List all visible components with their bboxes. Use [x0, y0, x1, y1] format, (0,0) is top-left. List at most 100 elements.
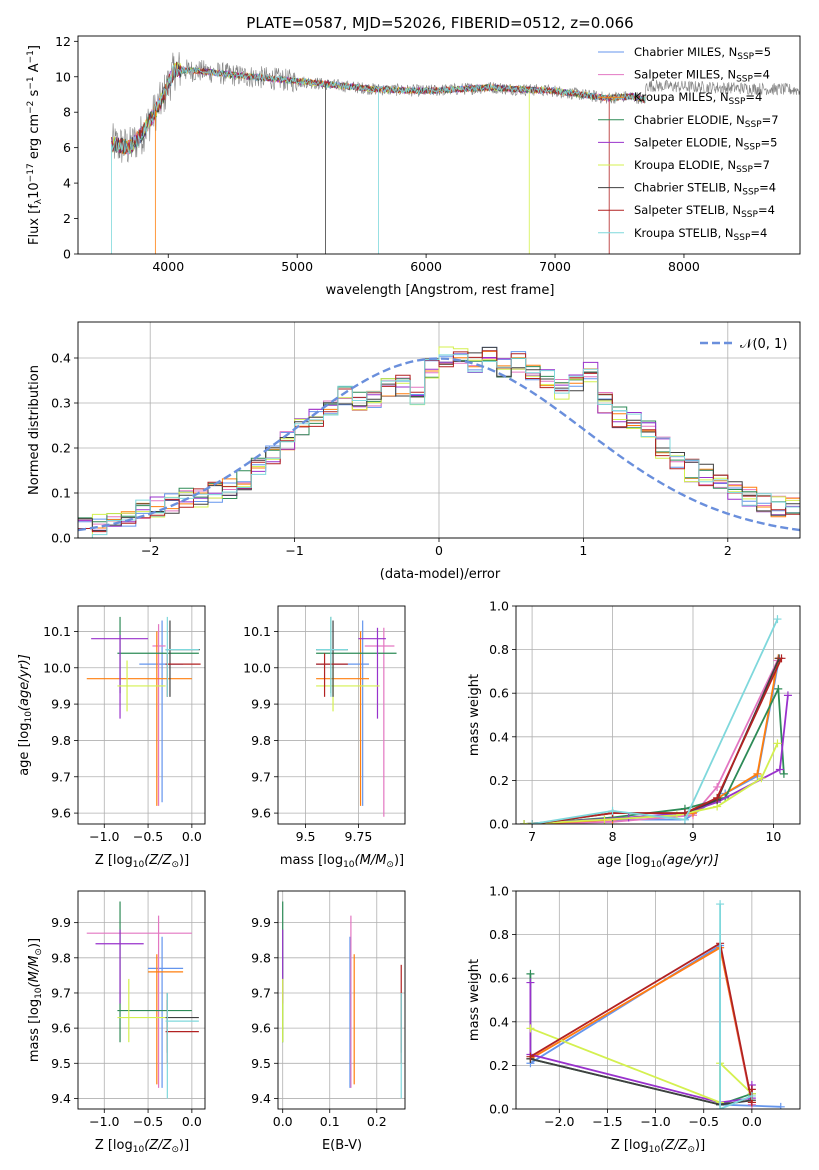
y-axis-label: mass [log10(M/M⊙)] [27, 938, 44, 1062]
y-tick-label: 9.4 [51, 1091, 71, 1106]
y-axis-label-part: −1 [26, 76, 36, 89]
legend-entry-kroupa-stelib-part: =4 [750, 226, 767, 240]
x-axis-label: Z [log10(Z/Z⊙)] [95, 1138, 189, 1155]
x-tick-label: 0.0 [182, 829, 202, 844]
errorbars [86, 901, 199, 1099]
x-axis-label-part: ⊙ [386, 860, 394, 870]
x-tick-label: 0.0 [273, 1114, 293, 1129]
axes-residuals: −2 −1 0 1 2 0.0 0.1 0.2 0.3 0.4 𝒩(0, 1) [51, 321, 801, 558]
errorbar-salpeter-miles [364, 627, 395, 817]
x-tick-label: 1 [579, 543, 587, 558]
y-tick-label: 1.0 [489, 884, 509, 899]
y-axis-label-part: λ [34, 198, 44, 204]
y-tick-label: 0 [63, 247, 71, 262]
y-axis-label: age [log10(age/yr)] [17, 654, 34, 776]
x-axis-label-part: 10 [649, 1145, 661, 1155]
legend-entry-kroupa-miles: Kroupa MILES, NSSP=4 [634, 90, 762, 107]
weight-marker-kroupa-elodie [757, 774, 766, 783]
y-axis-label: mass weight [467, 674, 482, 756]
y-axis-label: Flux [fλ10−17 erg cm−2 s−1 A−1] [26, 45, 44, 245]
legend-entry-salpeter-miles-part: SSP [736, 75, 753, 85]
x-tick-label: 2 [724, 543, 732, 558]
y-tick-label: 4 [63, 176, 71, 191]
legend-entry-chabrier-elodie: Chabrier ELODIE, NSSP=7 [634, 113, 779, 130]
errorbar-salpeter-stelib [316, 653, 348, 697]
y-tick-label: 9.8 [251, 733, 271, 748]
x-tick-label: 9.5 [296, 829, 316, 844]
x-tick-label: 7000 [539, 259, 571, 274]
y-axis-label-part: −2 [26, 101, 36, 114]
y-tick-label: 12 [55, 34, 71, 49]
errorbar-chabrier-miles [139, 620, 184, 803]
y-tick-label: 9.7 [251, 769, 271, 784]
legend-entry-salpeter-elodie-part: Salpeter ELODIE, N [634, 135, 744, 149]
legend-entry-chabrier-miles: Chabrier MILES, NSSP=5 [634, 45, 771, 62]
errorbars [86, 616, 201, 806]
y-axis-label-part: ] [27, 45, 42, 50]
y-axis-label-part: age [log [17, 723, 32, 776]
x-tick-label: −2 [141, 543, 159, 558]
weight-line-salpeter-stelib [529, 941, 753, 1103]
weight-marker-kroupa-stelib [528, 820, 537, 824]
weight-marker-kroupa-stelib [747, 1091, 756, 1100]
y-tick-label: 9.9 [51, 915, 71, 930]
y-tick-label: 9.6 [251, 1021, 271, 1036]
legend-entry-kroupa-elodie-part: =7 [753, 158, 770, 172]
x-tick-label: 0.0 [182, 1114, 202, 1129]
x-tick-label: −1.0 [640, 1114, 670, 1129]
y-tick-label: 9.7 [51, 985, 71, 1000]
errorbar-kroupa-elodie [117, 660, 166, 712]
errorbar-chabrier-stelib [165, 992, 199, 1053]
weight-line-kroupa-miles [529, 946, 753, 1103]
errorbar-kroupa-miles [148, 954, 184, 1085]
x-axis-label: Z [log10(Z/Z⊙)] [95, 853, 189, 870]
y-tick-label: 9.9 [251, 697, 271, 712]
weight-line-kroupa-miles [532, 658, 780, 824]
y-tick-label: 9.9 [51, 697, 71, 712]
y-tick-label: 10 [55, 69, 71, 84]
x-axis-label-part: Z [log [95, 1138, 133, 1153]
weight-marker-kroupa-stelib [716, 900, 725, 909]
x-axis-label-part: (M/M [355, 853, 387, 868]
legend-entry-salpeter-miles-part: =4 [753, 68, 770, 82]
y-tick-label: 0.0 [51, 531, 71, 546]
x-tick-label: −1 [285, 543, 303, 558]
x-tick-label: 4000 [152, 259, 184, 274]
x-axis-label-part: age [log [597, 853, 650, 868]
x-axis-label-part: ⊙ [171, 1145, 179, 1155]
y-tick-label: 0.4 [489, 1014, 509, 1029]
legend-entry-kroupa-stelib-part: SSP [734, 233, 751, 243]
x-tick-label: 9 [689, 829, 697, 844]
x-tick-label: 0 [435, 543, 443, 558]
histogram-kroupa-stelib [78, 354, 800, 538]
y-tick-label: 9.4 [251, 1091, 271, 1106]
errorbar-salpeter-elodie [95, 929, 144, 1004]
y-tick-label: 10.0 [43, 660, 71, 675]
y-tick-label: 9.7 [251, 985, 271, 1000]
weight-line-chabrier-stelib [531, 657, 780, 824]
y-tick-label: 0.2 [489, 1058, 509, 1073]
weight-line-kroupa-elodie [523, 742, 779, 824]
x-tick-label: −1.0 [89, 1114, 119, 1129]
x-tick-label: −0.5 [133, 1114, 163, 1129]
y-tick-label: 8 [63, 105, 71, 120]
legend-entry-chabrier-stelib-part: Chabrier STELIB, N [634, 181, 742, 195]
y-axis-label: mass weight [467, 959, 482, 1041]
x-tick-label: 10 [765, 829, 781, 844]
weight-marker-kroupa-stelib [773, 615, 782, 624]
axes-age-vs-Z: −1.0 −0.5 0.0 9.6 9.7 9.8 9.9 10.0 10.1 [43, 605, 206, 844]
x-axis-label-part: (Z/Z [144, 1138, 172, 1153]
x-axis-label-part: 10 [343, 860, 355, 870]
weight-lines [526, 900, 785, 1109]
x-axis-label-part: (Z/Z [660, 1138, 688, 1153]
weight-line-kroupa-stelib [719, 904, 753, 1109]
x-axis-label: Z [log10(Z/Z⊙)] [611, 1138, 705, 1155]
y-tick-label: 0.2 [489, 773, 509, 788]
x-tick-label: 7 [528, 829, 536, 844]
y-tick-label: 0.0 [489, 817, 509, 832]
y-tick-label: 9.6 [51, 806, 71, 821]
y-axis-label: Normed distribution [27, 365, 42, 495]
legend-entry-salpeter-stelib-part: SSP [741, 210, 758, 220]
y-tick-label: 9.5 [251, 1056, 271, 1071]
